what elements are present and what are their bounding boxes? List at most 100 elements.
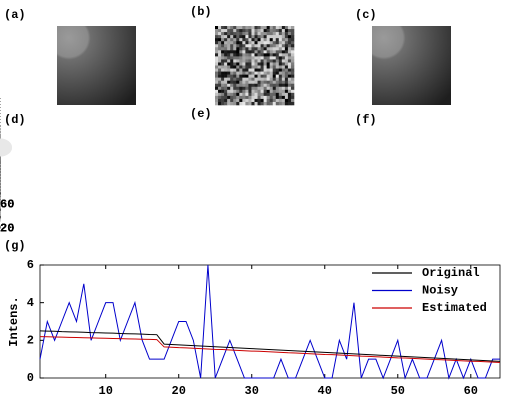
noise-pixel xyxy=(273,99,276,102)
legend-label: Original xyxy=(422,266,480,280)
noise-pixel xyxy=(248,29,251,32)
noise-pixel xyxy=(245,93,248,96)
noise-pixel xyxy=(291,66,294,69)
noise-pixel xyxy=(221,75,224,78)
noise-pixel xyxy=(245,29,248,32)
noise-pixel xyxy=(236,35,239,38)
noise-pixel xyxy=(279,53,282,56)
noise-pixel xyxy=(285,38,288,41)
noise-pixel xyxy=(279,99,282,102)
noise-pixel xyxy=(291,75,294,78)
noise-pixel xyxy=(251,99,254,102)
noise-pixel xyxy=(258,47,261,50)
noise-pixel xyxy=(215,26,218,29)
noise-pixel xyxy=(264,53,267,56)
noise-pixel xyxy=(251,72,254,75)
noise-pixel xyxy=(258,41,261,44)
figure: (a)(b)(c)01220602060(d)051020602060(e)01… xyxy=(0,0,505,400)
noise-pixel xyxy=(242,75,245,78)
noise-pixel xyxy=(255,90,258,93)
noise-pixel xyxy=(255,47,258,50)
noise-pixel xyxy=(270,99,273,102)
noise-pixel xyxy=(264,75,267,78)
noise-pixel xyxy=(221,102,224,105)
noise-pixel xyxy=(251,87,254,90)
noise-pixel xyxy=(273,84,276,87)
noise-pixel xyxy=(279,93,282,96)
noise-pixel xyxy=(239,90,242,93)
noise-pixel xyxy=(236,102,239,105)
noise-pixel xyxy=(270,72,273,75)
noise-pixel xyxy=(218,38,221,41)
noise-pixel xyxy=(288,75,291,78)
noise-pixel xyxy=(218,102,221,105)
noise-pixel xyxy=(261,66,264,69)
noise-pixel xyxy=(264,84,267,87)
noise-pixel xyxy=(255,81,258,84)
x-tick-label: 20 xyxy=(172,384,186,398)
noise-pixel xyxy=(282,78,285,81)
noise-pixel xyxy=(218,75,221,78)
noise-pixel xyxy=(273,72,276,75)
noise-pixel xyxy=(233,32,236,35)
noise-pixel xyxy=(258,32,261,35)
noise-pixel xyxy=(224,96,227,99)
noise-pixel xyxy=(270,102,273,105)
noise-pixel xyxy=(255,38,258,41)
plot-area xyxy=(40,265,500,378)
noise-pixel xyxy=(264,29,267,32)
noise-pixel xyxy=(251,102,254,105)
noise-pixel xyxy=(267,35,270,38)
noise-pixel xyxy=(251,93,254,96)
noise-pixel xyxy=(270,50,273,53)
noise-pixel xyxy=(239,59,242,62)
noise-pixel xyxy=(276,44,279,47)
y-tick-label: 2 xyxy=(27,334,34,348)
noise-pixel xyxy=(227,75,230,78)
noise-pixel xyxy=(285,84,288,87)
noise-pixel xyxy=(264,59,267,62)
noise-pixel xyxy=(242,90,245,93)
noise-pixel xyxy=(227,50,230,53)
noise-pixel xyxy=(251,26,254,29)
x-tick-label: 40 xyxy=(318,384,332,398)
noise-pixel xyxy=(279,102,282,105)
noise-pixel xyxy=(242,93,245,96)
noise-pixel xyxy=(288,32,291,35)
noise-pixel xyxy=(251,32,254,35)
noise-pixel xyxy=(233,90,236,93)
noise-pixel xyxy=(279,47,282,50)
noise-pixel xyxy=(215,72,218,75)
noise-pixel xyxy=(221,78,224,81)
noise-pixel xyxy=(224,72,227,75)
noise-pixel xyxy=(273,59,276,62)
noise-pixel xyxy=(236,26,239,29)
noise-pixel xyxy=(276,93,279,96)
noise-pixel xyxy=(285,75,288,78)
noise-pixel xyxy=(248,75,251,78)
noise-pixel xyxy=(279,29,282,32)
noise-pixel xyxy=(288,81,291,84)
noise-pixel xyxy=(233,69,236,72)
noise-pixel xyxy=(245,102,248,105)
noise-pixel xyxy=(239,87,242,90)
noise-pixel xyxy=(230,41,233,44)
noise-pixel xyxy=(273,35,276,38)
noise-pixel xyxy=(282,72,285,75)
noise-pixel xyxy=(258,50,261,53)
noise-pixel xyxy=(279,38,282,41)
noise-pixel xyxy=(258,53,261,56)
noise-pixel xyxy=(245,32,248,35)
noise-pixel xyxy=(288,66,291,69)
noise-pixel xyxy=(227,96,230,99)
noise-pixel xyxy=(224,32,227,35)
noise-pixel xyxy=(273,69,276,72)
noise-pixel xyxy=(239,69,242,72)
noise-pixel xyxy=(221,62,224,65)
noise-pixel xyxy=(242,32,245,35)
noise-pixel xyxy=(233,38,236,41)
noise-pixel xyxy=(282,66,285,69)
legend-label: Noisy xyxy=(422,284,458,298)
noise-pixel xyxy=(242,66,245,69)
noise-pixel xyxy=(273,32,276,35)
